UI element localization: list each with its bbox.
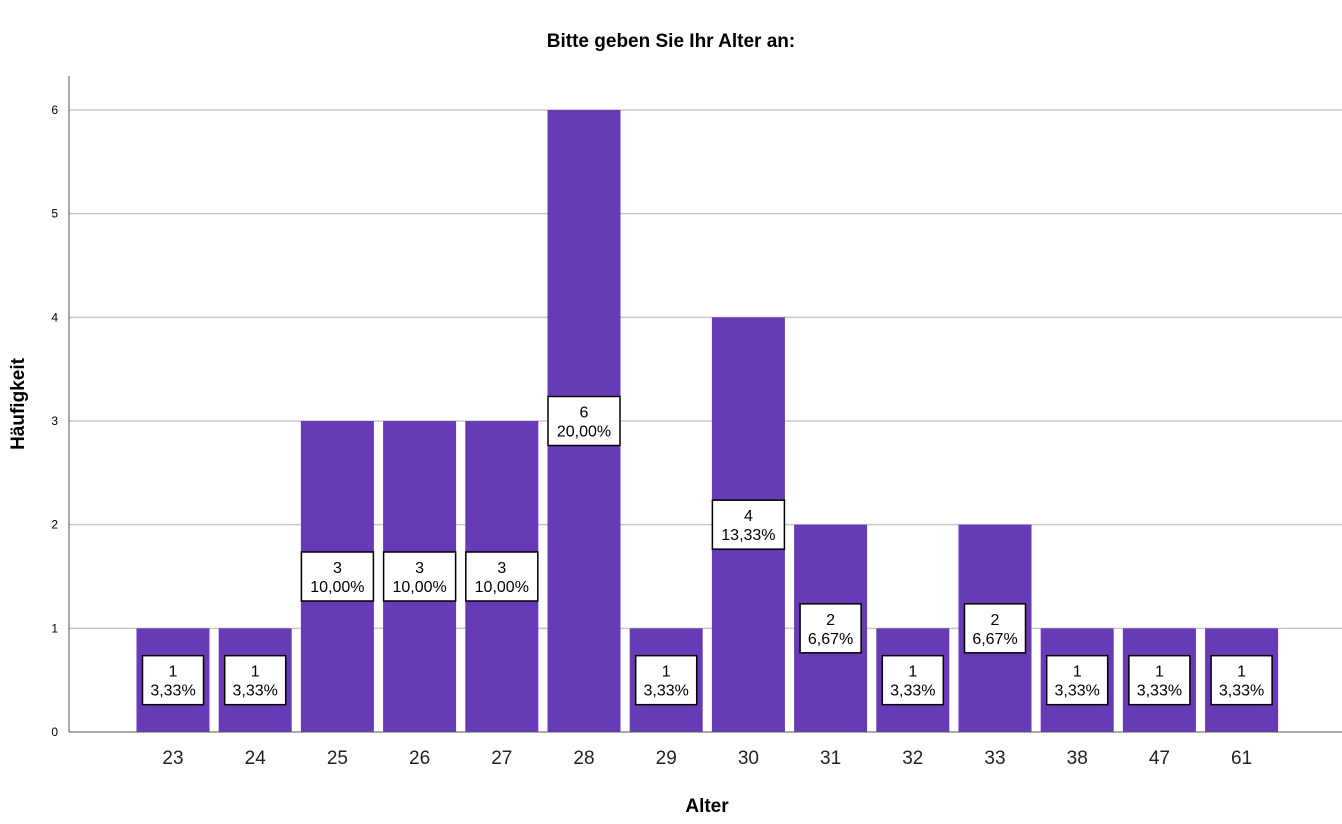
y-tick-label: 5 bbox=[51, 207, 58, 221]
x-tick-label: 47 bbox=[1149, 748, 1170, 769]
data-label: 4 13,33% bbox=[711, 499, 786, 550]
data-label-box bbox=[1128, 654, 1191, 706]
data-label-box bbox=[141, 654, 205, 706]
x-tick-label: 61 bbox=[1231, 748, 1252, 769]
data-label-percent: 3,33% bbox=[1219, 683, 1264, 700]
data-label-count: 6 bbox=[580, 405, 589, 422]
data-label-box bbox=[547, 395, 621, 447]
data-label-count: 1 bbox=[1237, 664, 1246, 681]
data-label-count: 4 bbox=[744, 508, 753, 525]
x-tick-label: 26 bbox=[409, 748, 430, 769]
data-labels: 13,33%13,33%310,00%310,00%310,00%620,00%… bbox=[141, 395, 1273, 706]
data-label-box bbox=[300, 551, 375, 602]
x-tick-label: 25 bbox=[327, 748, 348, 769]
x-tick-label: 32 bbox=[902, 748, 923, 769]
y-axis-ticks: 0 1 2 3 4 5 6 bbox=[51, 103, 58, 739]
x-tick-label: 24 bbox=[245, 748, 267, 769]
x-tick-label: 31 bbox=[820, 748, 841, 769]
data-label: 1 3,33% bbox=[141, 654, 205, 706]
data-label-count: 2 bbox=[991, 612, 1000, 629]
data-label-box bbox=[963, 603, 1027, 654]
data-label-count: 1 bbox=[169, 664, 178, 681]
data-label: 1 3,33% bbox=[1128, 654, 1191, 706]
data-label-percent: 3,33% bbox=[1137, 683, 1182, 700]
data-label-box bbox=[223, 654, 287, 706]
x-axis-title: Alter bbox=[685, 796, 729, 817]
data-label-count: 2 bbox=[826, 612, 835, 629]
data-label-count: 1 bbox=[1155, 664, 1164, 681]
data-label-count: 3 bbox=[333, 560, 342, 577]
data-label: 1 3,33% bbox=[881, 654, 945, 706]
data-label-percent: 3,33% bbox=[150, 683, 195, 700]
y-tick-label: 6 bbox=[51, 103, 58, 117]
data-label-percent: 3,33% bbox=[644, 683, 689, 700]
x-tick-label: 28 bbox=[573, 748, 594, 769]
data-label-percent: 10,00% bbox=[392, 579, 446, 596]
x-axis-ticks: 23 24 25 26 27 28 29 30 31 32 33 38 47 61 bbox=[162, 748, 1252, 769]
data-label: 1 3,33% bbox=[1210, 654, 1273, 706]
data-label: 3 10,00% bbox=[300, 551, 375, 602]
x-tick-label: 38 bbox=[1067, 748, 1088, 769]
data-label-box bbox=[1045, 654, 1109, 706]
data-label: 6 20,00% bbox=[547, 395, 621, 447]
y-tick-label: 3 bbox=[51, 414, 58, 428]
data-label-box bbox=[881, 654, 945, 706]
data-label-box bbox=[1210, 654, 1273, 706]
y-tick-label: 2 bbox=[51, 518, 58, 532]
data-label-box bbox=[799, 603, 862, 654]
x-tick-label: 30 bbox=[738, 748, 759, 769]
data-label-count: 1 bbox=[1073, 664, 1082, 681]
data-label-count: 3 bbox=[497, 560, 506, 577]
x-tick-label: 27 bbox=[491, 748, 512, 769]
data-label-percent: 10,00% bbox=[475, 579, 529, 596]
data-label-percent: 6,67% bbox=[972, 631, 1017, 648]
y-tick-label: 1 bbox=[51, 621, 58, 635]
data-label: 1 3,33% bbox=[634, 654, 698, 706]
x-tick-label: 23 bbox=[162, 748, 183, 769]
data-label-count: 1 bbox=[662, 664, 671, 681]
data-label-percent: 6,67% bbox=[808, 631, 853, 648]
data-label-percent: 3,33% bbox=[890, 683, 935, 700]
data-label-percent: 3,33% bbox=[1055, 683, 1100, 700]
data-label: 2 6,67% bbox=[799, 603, 862, 654]
data-label-count: 1 bbox=[908, 664, 917, 681]
y-tick-label: 0 bbox=[51, 725, 58, 739]
y-axis-title: Häufigkeit bbox=[8, 357, 29, 450]
x-tick-label: 33 bbox=[984, 748, 1005, 769]
y-tick-label: 4 bbox=[51, 310, 58, 324]
data-label-percent: 20,00% bbox=[557, 424, 611, 441]
data-label-box bbox=[634, 654, 698, 706]
data-label: 3 10,00% bbox=[465, 551, 539, 602]
gridlines bbox=[69, 109, 1342, 630]
data-label-count: 3 bbox=[415, 560, 424, 577]
data-label-box bbox=[711, 499, 786, 550]
data-label: 1 3,33% bbox=[1045, 654, 1109, 706]
data-label-count: 1 bbox=[251, 664, 260, 681]
data-label-percent: 10,00% bbox=[310, 579, 364, 596]
data-label-percent: 3,33% bbox=[233, 683, 278, 700]
x-tick-label: 29 bbox=[656, 748, 677, 769]
data-label: 3 10,00% bbox=[382, 551, 457, 602]
chart-title: Bitte geben Sie Ihr Alter an: bbox=[547, 31, 795, 52]
data-label: 1 3,33% bbox=[223, 654, 287, 706]
data-label-box bbox=[382, 551, 457, 602]
data-label-box bbox=[465, 551, 539, 602]
data-label: 2 6,67% bbox=[963, 603, 1027, 654]
data-label-percent: 13,33% bbox=[721, 527, 775, 544]
